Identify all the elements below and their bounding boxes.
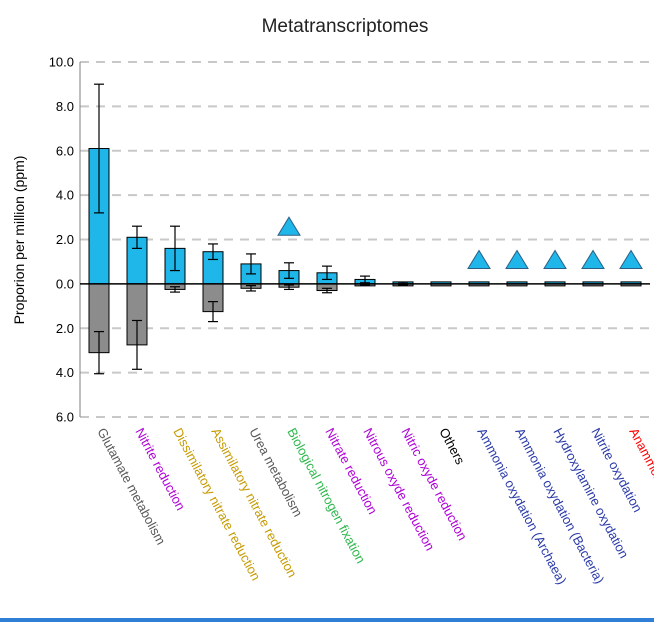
y-tick-label: 4.0	[56, 365, 74, 380]
triangle-marker	[505, 249, 529, 269]
triangle-marker	[581, 249, 605, 269]
y-tick-labels: 10.0 8.0 6.0 4.0 2.0 0.0 2.0 4.0 6.0	[49, 55, 74, 425]
gridlines	[80, 61, 650, 418]
error-bar	[360, 283, 370, 287]
error-bar	[360, 275, 370, 284]
error-bars	[94, 83, 408, 375]
error-bar	[322, 287, 332, 294]
error-bar	[208, 243, 218, 261]
y-tick-label: 2.0	[56, 232, 74, 247]
y-tick-label: 6.0	[56, 143, 74, 158]
error-bar	[284, 284, 294, 291]
y-tick-label: 6.0	[56, 410, 74, 425]
category-label: Others	[436, 425, 468, 467]
error-bar	[208, 301, 218, 323]
category-label: Glutamate metabolism	[94, 425, 168, 547]
error-bar	[132, 225, 142, 249]
bars	[88, 148, 642, 354]
triangle-marker	[543, 249, 567, 269]
error-bar	[322, 265, 332, 281]
error-bar	[398, 283, 408, 287]
y-tick-label: 4.0	[56, 188, 74, 203]
chart-title: Metatranscriptomes	[262, 16, 429, 37]
error-bar	[132, 319, 142, 370]
error-bar	[170, 286, 180, 293]
y-tick-label: 8.0	[56, 99, 74, 114]
y-tick-label: 0.0	[56, 276, 74, 291]
y-tick-label: 2.0	[56, 321, 74, 336]
bottom-accent-line	[0, 618, 654, 622]
category-label: Nitrous oxyde reduction	[360, 425, 437, 553]
error-bar	[284, 262, 294, 279]
error-bar	[170, 225, 180, 272]
error-bar	[246, 285, 256, 292]
triangle-marker	[277, 216, 301, 236]
triangle-marker	[619, 249, 643, 269]
error-bar	[94, 330, 104, 375]
triangle-marker	[467, 249, 491, 269]
triangle-markers	[277, 216, 643, 269]
error-bar	[246, 253, 256, 275]
y-tick-label: 10.0	[49, 55, 74, 70]
error-bar	[398, 281, 408, 285]
category-label: Anammox	[626, 425, 654, 484]
error-bar	[94, 83, 104, 214]
y-axis-label: Proporion per million (ppm)	[11, 156, 27, 325]
